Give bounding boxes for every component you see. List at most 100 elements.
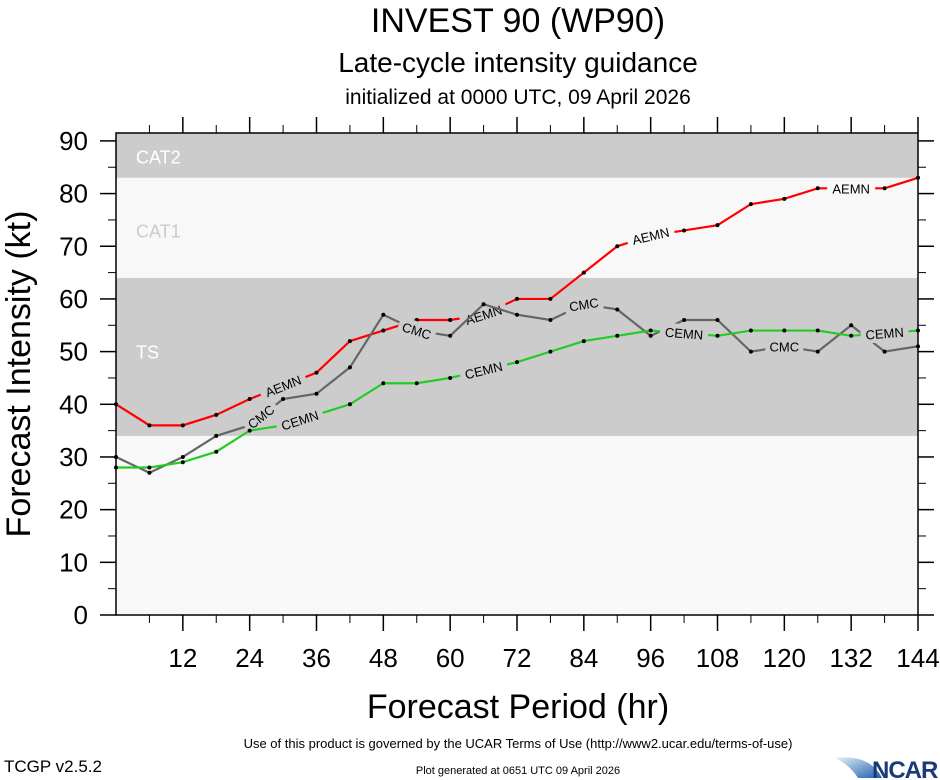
chart-title: INVEST 90 (WP90): [371, 2, 665, 40]
chart-subtitle: Late-cycle intensity guidance: [338, 47, 698, 78]
data-point-cmc: [916, 344, 920, 349]
data-point-aemn: [615, 244, 620, 249]
x-tick-label: 144: [896, 643, 939, 673]
data-point-cmc: [715, 318, 720, 323]
series-label-bg: [240, 397, 282, 436]
data-point-cmc: [548, 318, 553, 323]
y-tick-label: 0: [74, 600, 88, 630]
data-point-cmc: [481, 302, 486, 307]
band-cat2: [116, 133, 918, 178]
band-cat1: [116, 177, 918, 278]
data-point-cemn: [748, 328, 753, 333]
plot-area: TS CAT1 CAT2 0 10 20 30 40 50 60 70 80 90 12 24 36 48 60 7…: [59, 117, 940, 673]
series-label-bg: [457, 298, 510, 331]
data-point-cemn: [180, 460, 185, 465]
data-point-cmc: [281, 397, 286, 402]
x-tick-label: 84: [569, 643, 598, 673]
y-axis-label: Forecast Intensity (kt): [0, 211, 38, 538]
band-label-cat1: CAT1: [136, 221, 181, 241]
data-point-cmc: [180, 454, 185, 459]
data-point-aemn: [581, 270, 586, 275]
series-label-cemn: CEMN: [659, 322, 709, 345]
series-label-bg: [458, 355, 510, 385]
data-point-cemn: [347, 402, 352, 407]
band-ts: [116, 277, 918, 436]
data-point-cmc: [214, 433, 219, 438]
data-point-cemn: [448, 375, 453, 380]
data-point-cmc: [648, 333, 653, 338]
ncar-logo: NCAR: [835, 757, 939, 780]
data-point-cemn: [849, 333, 854, 338]
band-label-cat2: CAT2: [136, 148, 181, 168]
series-label-bg: [765, 337, 804, 356]
band-label-ts: TS: [136, 343, 159, 363]
series-label-bg: [625, 221, 677, 251]
series-label-bg: [827, 179, 876, 198]
data-point-cmc: [748, 349, 753, 354]
series-label-cmc: CMC: [395, 316, 438, 345]
data-point-cemn: [414, 381, 419, 386]
y-tick-label: 90: [59, 126, 88, 156]
data-point-aemn: [314, 370, 319, 375]
y-tick-label: 30: [59, 442, 88, 472]
data-point-cemn: [548, 349, 553, 354]
data-point-aemn: [180, 423, 185, 428]
series-label-cmc: CMC: [563, 292, 605, 317]
svg-text:NCAR: NCAR: [872, 757, 938, 780]
data-point-aemn: [815, 186, 820, 191]
x-tick-label: 132: [829, 643, 872, 673]
data-point-cmc: [347, 365, 352, 370]
data-point-cmc: [615, 307, 620, 312]
series-label-aemn: AEMN: [827, 179, 876, 198]
y-tick-label: 20: [59, 495, 88, 525]
data-point-cemn: [381, 381, 386, 386]
series-label-text: CEMN: [865, 325, 904, 343]
y-tick-label: 10: [59, 547, 88, 577]
x-axis-label: Forecast Period (hr): [367, 688, 669, 726]
series-label-bg: [395, 316, 438, 345]
series-label-cmc: CMC: [765, 337, 804, 356]
data-point-cemn: [247, 428, 252, 433]
data-point-cmc: [314, 391, 319, 396]
data-point-cmc: [515, 312, 519, 317]
data-point-cmc: [882, 349, 887, 354]
x-tick-label: 24: [235, 643, 264, 673]
x-tick-label: 108: [696, 643, 739, 673]
data-point-cemn: [916, 328, 920, 333]
series-label-text: CMC: [568, 295, 600, 314]
data-point-aemn: [882, 186, 887, 191]
data-point-aemn: [448, 318, 453, 323]
data-point-cmc: [815, 349, 820, 354]
data-point-cmc: [381, 312, 386, 317]
y-tick-label: 40: [59, 389, 88, 419]
data-point-cemn: [114, 465, 118, 470]
data-point-cemn: [815, 328, 820, 333]
data-point-cmc: [147, 470, 152, 475]
series-label-bg: [257, 368, 309, 404]
data-point-cemn: [648, 328, 653, 333]
series-label-bg: [563, 292, 605, 317]
series-label-cemn: CEMN: [859, 322, 910, 345]
data-point-cemn: [515, 360, 519, 365]
y-tick-label: 70: [59, 231, 88, 261]
x-tick-label: 60: [436, 643, 465, 673]
data-point-cemn: [147, 465, 152, 470]
data-point-aemn: [715, 223, 720, 228]
x-tick-label: 36: [302, 643, 331, 673]
data-point-aemn: [916, 175, 920, 180]
series-label-bg: [659, 322, 709, 345]
data-point-aemn: [682, 228, 687, 233]
y-tick-label: 50: [59, 337, 88, 367]
generated-label: Plot generated at 0651 UTC 09 April 2026: [416, 765, 620, 777]
x-tick-label: 96: [636, 643, 665, 673]
series-label-bg: [274, 404, 326, 436]
data-point-cemn: [715, 333, 720, 338]
data-point-aemn: [114, 402, 118, 407]
data-point-aemn: [247, 397, 252, 402]
data-point-cemn: [782, 328, 787, 333]
x-tick-label: 12: [168, 643, 197, 673]
x-tick-label: 72: [503, 643, 532, 673]
